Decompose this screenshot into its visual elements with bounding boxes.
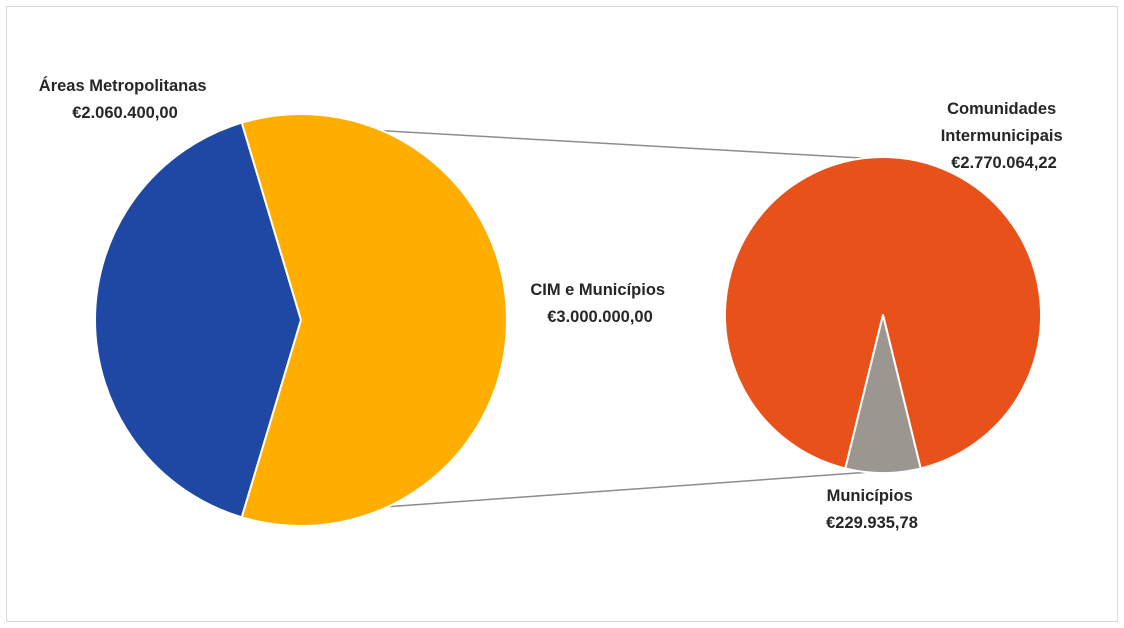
label-cim-e-municipios-name: CIM e Municípios — [530, 281, 665, 299]
label-cim-e-municipios-value: €3.000.000,00 — [547, 308, 653, 326]
label-areas-metropolitanas: Áreas Metropolitanas €2.060.400,00 — [39, 76, 211, 122]
label-municipios-value: €229.935,78 — [826, 514, 918, 532]
label-comunidades-intermunicipais: Comunidades Intermunicipais €2.770.064,2… — [941, 100, 1068, 172]
label-municipios: Municípios €229.935,78 — [826, 487, 918, 532]
chart-frame: Áreas Metropolitanas €2.060.400,00 CIM e… — [6, 6, 1118, 622]
label-comunidades-intermunicipais-name-line2: Intermunicipais — [941, 127, 1063, 145]
label-areas-metropolitanas-name: Áreas Metropolitanas — [39, 76, 207, 95]
slice-areas-metropolitanas — [94, 121, 302, 519]
label-cim-e-municipios: CIM e Municípios €3.000.000,00 — [530, 281, 669, 326]
pie-of-pie-chart: Áreas Metropolitanas €2.060.400,00 CIM e… — [39, 76, 1068, 532]
slice-municipios — [844, 314, 922, 474]
label-areas-metropolitanas-value: €2.060.400,00 — [72, 104, 178, 122]
label-municipios-name: Municípios — [827, 487, 913, 505]
label-comunidades-intermunicipais-value: €2.770.064,22 — [951, 154, 1057, 172]
label-comunidades-intermunicipais-name-line1: Comunidades — [947, 100, 1056, 118]
slice-comunidades-intermunicipais — [724, 155, 1042, 470]
slice-cim-e-municipios — [240, 113, 508, 527]
